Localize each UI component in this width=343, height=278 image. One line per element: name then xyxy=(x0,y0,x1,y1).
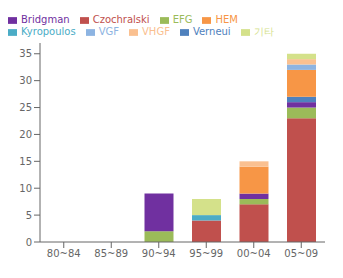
html-text:Czochralski: Czochralski xyxy=(92,14,150,25)
svg-text:5: 5 xyxy=(26,210,32,221)
html-text:HEM: HEM xyxy=(215,14,238,25)
svg-text:35: 35 xyxy=(19,48,32,59)
html-text:Verneui: Verneui xyxy=(192,26,231,37)
html-text:Kyropoulos: Kyropoulos xyxy=(21,26,76,37)
html-text:EFG: EFG xyxy=(172,14,193,25)
svg-text:25: 25 xyxy=(19,102,32,113)
svg-text:05~09: 05~09 xyxy=(284,248,318,259)
svg-text:90~94: 90~94 xyxy=(142,248,176,259)
svg-text:95~99: 95~99 xyxy=(189,248,223,259)
svg-text:80~84: 80~84 xyxy=(47,248,81,259)
svg-text:00~04: 00~04 xyxy=(237,248,271,259)
svg-text:85~89: 85~89 xyxy=(94,248,128,259)
svg-text:10: 10 xyxy=(19,183,32,194)
html-text:VGF: VGF xyxy=(98,26,119,37)
svg-text:20: 20 xyxy=(19,129,32,140)
svg-text:0: 0 xyxy=(26,237,32,248)
html-text:VHGF: VHGF xyxy=(142,26,170,37)
html-text:Bridgman: Bridgman xyxy=(21,14,70,25)
html-text:기타: 기타 xyxy=(253,26,274,37)
svg-text:15: 15 xyxy=(19,156,32,167)
svg-text:30: 30 xyxy=(19,75,32,86)
